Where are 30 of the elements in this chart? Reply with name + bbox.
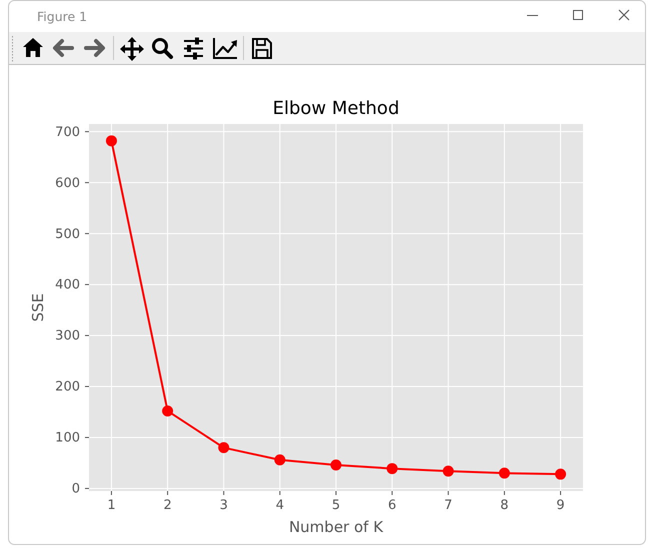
- x-tick-label: 2: [163, 498, 172, 514]
- y-tick-label: 200: [55, 380, 80, 395]
- point: [218, 442, 230, 454]
- point: [330, 460, 342, 470]
- x-tick-label: 5: [332, 498, 340, 514]
- point: [162, 405, 174, 416]
- x-tick-label: 9: [556, 498, 565, 514]
- y-axis-title: SSE: [29, 293, 47, 322]
- chart-title: Elbow Method: [272, 98, 400, 119]
- x-axis-title: Number of K: [288, 518, 384, 536]
- x-tick-label: 4: [276, 498, 284, 514]
- point: [555, 468, 566, 480]
- point: [274, 454, 286, 466]
- y-tick-label: 600: [55, 176, 80, 191]
- x-tick-label: 3: [220, 498, 228, 514]
- caption: Figure 1: [37, 9, 88, 24]
- y-tick-label: 500: [55, 226, 80, 242]
- y-tick-label: 400: [55, 278, 80, 293]
- y-tick-label: 0: [72, 482, 80, 497]
- y-tick-label: 100: [55, 430, 80, 446]
- point: [386, 463, 398, 474]
- y-tick-label: 300: [55, 328, 80, 344]
- y-tick-label: 700: [55, 124, 80, 140]
- x-tick-label: 1: [107, 498, 116, 514]
- point: [442, 466, 454, 477]
- point: [106, 135, 117, 146]
- point: [498, 468, 510, 479]
- x-tick-label: 6: [388, 498, 396, 514]
- x-tick-label: 8: [500, 498, 509, 514]
- x-tick-label: 7: [444, 498, 452, 514]
